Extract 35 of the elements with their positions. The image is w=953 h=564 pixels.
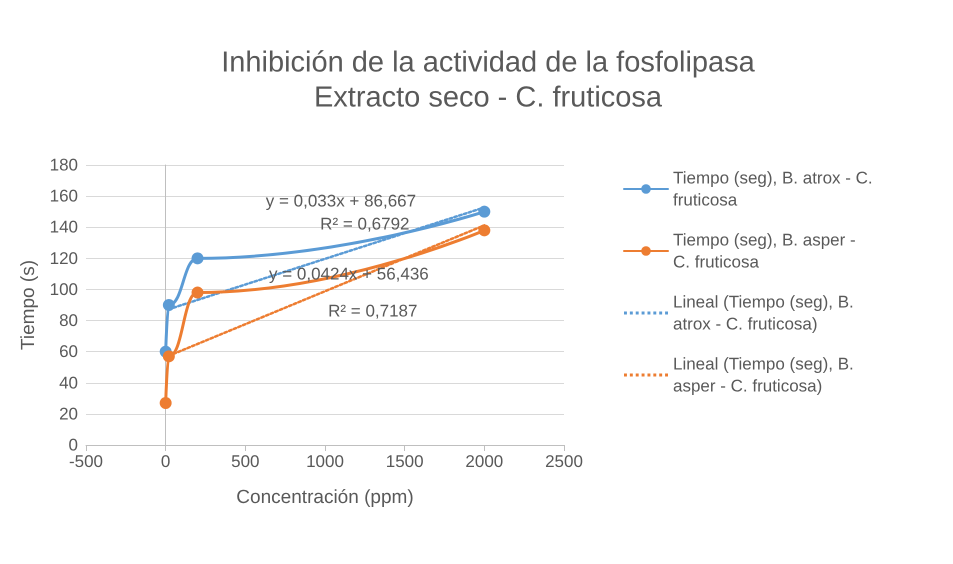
y-tick-label: 80 <box>59 311 78 330</box>
annotation: R² = 0,6792 <box>320 214 410 234</box>
point <box>160 397 172 409</box>
x-axis-title: Concentración (ppm) <box>236 487 414 508</box>
x-tick-label: 2000 <box>465 452 504 471</box>
x-tick-label: 2500 <box>545 452 583 471</box>
y-tick-label: 40 <box>59 373 78 392</box>
y-tick-label: 100 <box>50 280 78 299</box>
legend-label: Tiempo (seg), B. asper - C. fruticosa <box>673 230 860 272</box>
chart-title: Inhibición de la actividad de la fosfolipasa <box>221 46 756 78</box>
legend-label: Lineal (Tiempo (seg), B. asper - C. fruticosa) <box>673 354 858 396</box>
point <box>162 299 175 311</box>
legend-label: Tiempo (seg), B. atrox - C. fruticosa <box>673 168 878 210</box>
x-tick-label: 500 <box>231 452 260 471</box>
point <box>478 224 490 236</box>
point <box>162 350 175 362</box>
x-tick-label: 1000 <box>306 452 344 471</box>
annotation: y = 0,033x + 86,667 <box>266 191 416 210</box>
x-tick-label: 1500 <box>386 452 424 471</box>
point <box>478 206 490 218</box>
chart-subtitle: Extracto seco - C. fruticosa <box>314 82 663 114</box>
legend-label: Lineal (Tiempo (seg), B. atrox - C. fruticosa) <box>673 292 858 334</box>
point <box>192 286 204 299</box>
y-tick-label: 0 <box>68 436 78 454</box>
y-tick-label: 180 <box>50 156 78 174</box>
x-tick-label: -500 <box>68 452 104 471</box>
y-tick-label: 120 <box>50 248 78 268</box>
y-tick-label: 60 <box>59 342 78 362</box>
y-tick-label: 20 <box>59 404 78 424</box>
x-tick-label: 0 <box>160 452 170 471</box>
point <box>192 252 204 264</box>
annotation: R² = 0,7187 <box>328 302 418 321</box>
y-axis-title: Tiempo (s) <box>18 260 39 350</box>
y-tick-label: 140 <box>50 218 78 237</box>
y-tick-label: 160 <box>50 186 78 206</box>
